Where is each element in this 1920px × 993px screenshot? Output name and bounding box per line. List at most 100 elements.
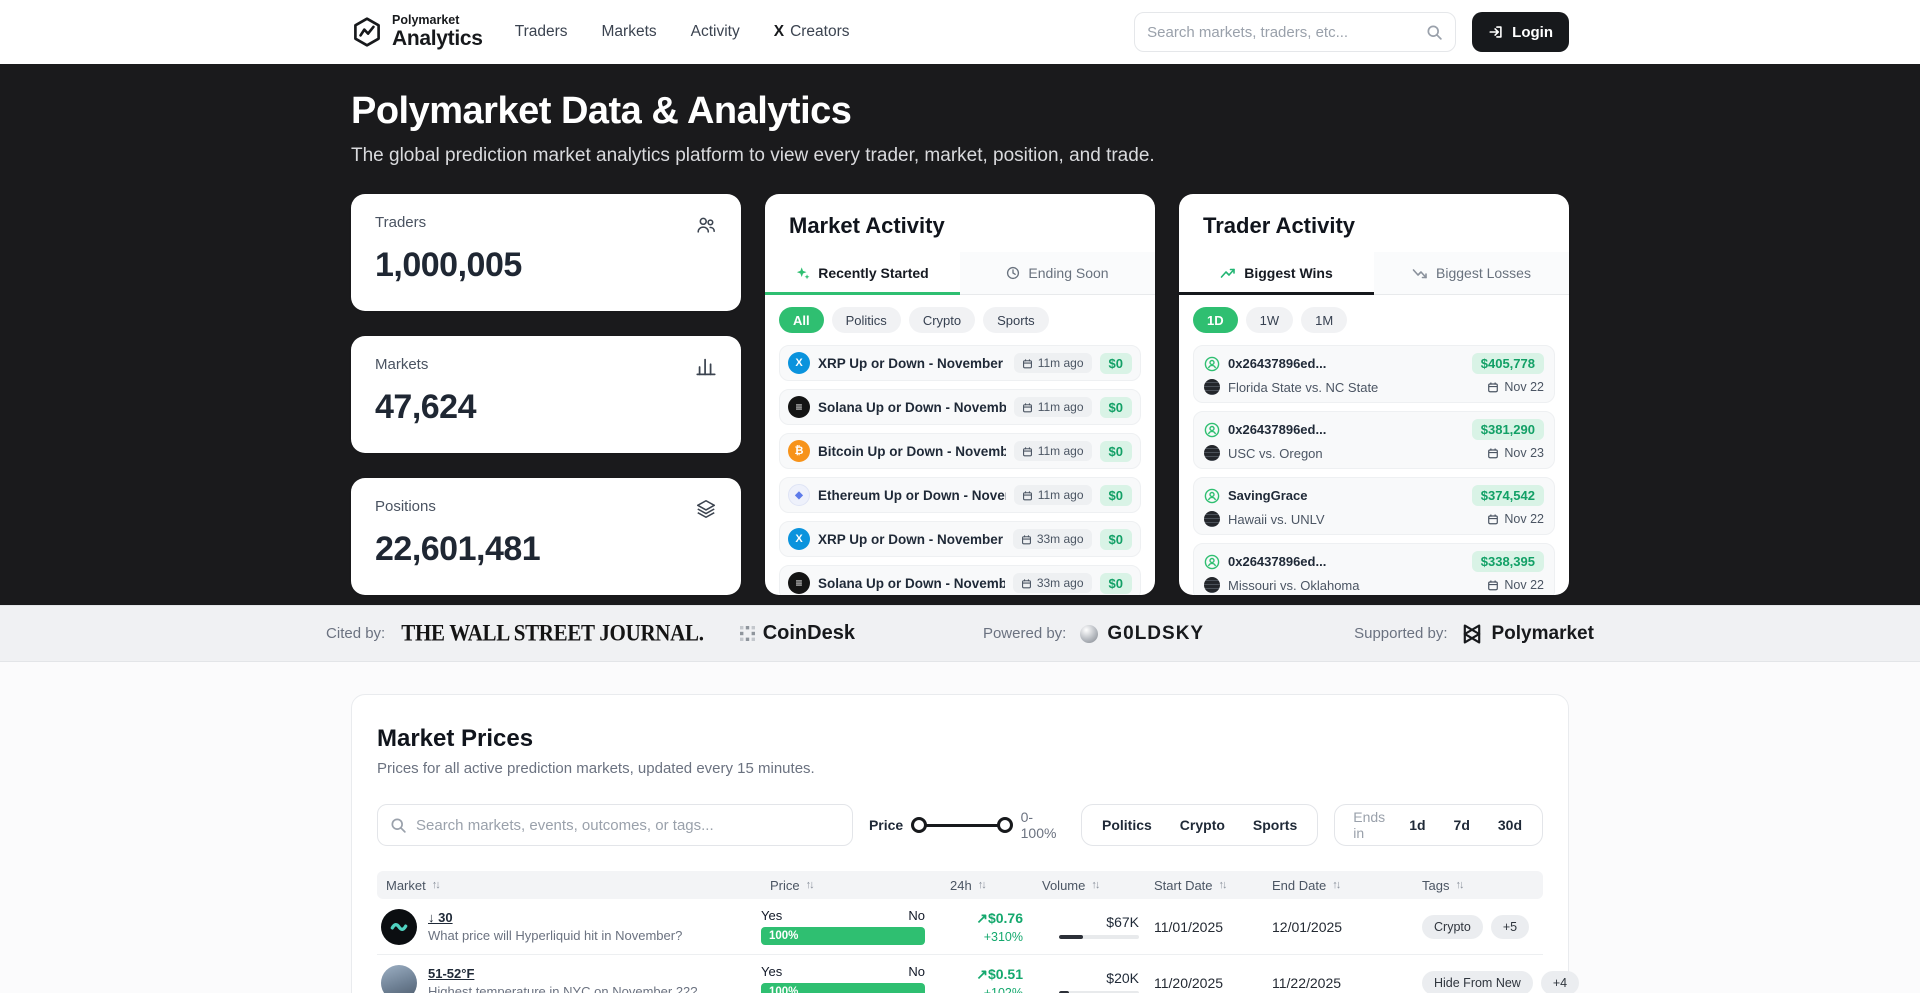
- tag-pill[interactable]: Crypto: [1422, 914, 1483, 939]
- category-button-sports[interactable]: Sports: [1239, 805, 1311, 845]
- market-list-item[interactable]: X XRP Up or Down - November 24,... 11m a…: [779, 345, 1141, 381]
- price-filter-label: Price: [868, 817, 904, 833]
- table-row[interactable]: 51-52°F Highest temperature in NYC on No…: [377, 955, 1580, 993]
- solana-icon: ≡: [788, 396, 810, 418]
- stat-value-traders: 1,000,005: [375, 246, 522, 284]
- market-prices-title: Market Prices: [377, 725, 534, 752]
- period-chip-1d[interactable]: 1D: [1193, 307, 1238, 333]
- goldsky-logo: G0LDSKY: [1080, 623, 1204, 645]
- stat-card-traders[interactable]: Traders 1,000,005: [351, 194, 741, 311]
- header-search-input[interactable]: [1147, 23, 1427, 41]
- market-list-item[interactable]: ₿ Bitcoin Up or Down - November 24,... 1…: [779, 433, 1141, 469]
- ends-in-button-7d[interactable]: 7d: [1440, 805, 1484, 845]
- trader-avatar-icon: [1204, 488, 1220, 503]
- tag-pill[interactable]: Hide From New: [1422, 970, 1533, 993]
- filter-chip-politics[interactable]: Politics: [831, 307, 901, 333]
- filter-chip-sports[interactable]: Sports: [983, 307, 1049, 333]
- xrp-icon: X: [788, 352, 810, 374]
- tag-pill-more[interactable]: +4: [1540, 970, 1580, 993]
- page-title: Polymarket Data & Analytics: [351, 90, 852, 132]
- solana-icon: ≡: [788, 572, 810, 594]
- volume-value: $67K: [1106, 914, 1139, 930]
- hyperliquid-market-icon: [381, 908, 417, 945]
- trader-activity-card: Trader Activity Biggest Wins Biggest Los…: [1179, 194, 1569, 595]
- stat-label: Positions: [375, 498, 436, 515]
- sort-icon: ↑↓: [805, 879, 815, 891]
- nav-item-creators[interactable]: X Creators: [773, 23, 850, 40]
- slider-handle-min[interactable]: [911, 817, 928, 833]
- nav-item-markets[interactable]: Markets: [601, 23, 657, 40]
- trader-list-item[interactable]: SavingGrace $374,542 Hawaii vs. UNLV Nov…: [1193, 477, 1555, 535]
- column-header-tags[interactable]: Tags ↑↓: [1422, 877, 1464, 893]
- market-list-item[interactable]: ◆ Ethereum Up or Down - November 2... 11…: [779, 477, 1141, 513]
- calendar-icon: [1021, 578, 1031, 588]
- market-outcome-link[interactable]: 51-52°F: [428, 966, 475, 981]
- column-header-start-date[interactable]: Start Date ↑↓: [1154, 877, 1228, 893]
- period-chip-1m[interactable]: 1M: [1301, 307, 1348, 333]
- trader-list-item[interactable]: 0x26437896ed... $381,290 USC vs. Oregon …: [1193, 411, 1555, 469]
- ends-in-button-1d[interactable]: 1d: [1395, 805, 1439, 845]
- market-value-badge: $0: [1099, 528, 1132, 550]
- tag-pill-more[interactable]: +5: [1490, 914, 1530, 939]
- login-button[interactable]: Login: [1472, 12, 1569, 52]
- market-list-item[interactable]: ≡ Solana Up or Down - November 24,... 11…: [779, 389, 1141, 425]
- supported-by-label: Supported by:: [1354, 625, 1448, 642]
- period-chip-1w[interactable]: 1W: [1245, 307, 1294, 333]
- market-outcome-link[interactable]: ↓ 30: [428, 910, 453, 925]
- tab-ending-soon[interactable]: Ending Soon: [960, 252, 1155, 294]
- nav-item-traders[interactable]: Traders: [514, 23, 568, 40]
- start-date: 11/01/2025: [1154, 918, 1224, 935]
- trend-up-icon: ↗: [976, 909, 988, 926]
- coindesk-icon: [739, 626, 755, 641]
- filter-chip-all[interactable]: All: [779, 307, 824, 333]
- market-list-item[interactable]: X XRP Up or Down - November 24,... 33m a…: [779, 521, 1141, 557]
- tab-biggest-losses[interactable]: Biggest Losses: [1374, 252, 1569, 294]
- market-prices-card: Market Prices Prices for all active pred…: [351, 694, 1580, 993]
- column-header-market[interactable]: Market ↑↓: [386, 877, 441, 893]
- stat-card-markets[interactable]: Markets 47,624: [351, 336, 741, 453]
- sort-icon: ↑↓: [1455, 879, 1464, 891]
- polymarket-icon: [1463, 624, 1480, 643]
- column-header-24h[interactable]: 24h ↑↓: [950, 877, 987, 893]
- market-prices-table: Market ↑↓ Price ↑↓ 24h ↑↓ Volume ↑↓ Start Da…: [377, 871, 1580, 993]
- change-24h: +102%: [983, 985, 1023, 993]
- sparkles-icon: [797, 267, 810, 280]
- tab-biggest-wins[interactable]: Biggest Wins: [1179, 252, 1374, 295]
- trader-list-item[interactable]: 0x26437896ed... $338,395 Missouri vs. Ok…: [1193, 543, 1555, 595]
- price-range-slider: [911, 817, 1013, 833]
- trend-up-icon: [1220, 268, 1236, 278]
- column-header-volume[interactable]: Volume ↑↓: [1042, 877, 1100, 893]
- calendar-icon: [1022, 490, 1032, 500]
- login-label: Login: [1512, 23, 1553, 41]
- slider-track: [913, 823, 1011, 827]
- trader-avatar-icon: [1204, 554, 1220, 569]
- trend-up-icon: ↗: [976, 965, 988, 982]
- market-list-item[interactable]: ≡ Solana Up or Down - November 24,... 33…: [779, 565, 1141, 595]
- stat-value-markets: 47,624: [375, 388, 477, 426]
- stat-card-positions[interactable]: Positions 22,601,481: [351, 478, 741, 595]
- market-avatar: [1204, 577, 1220, 593]
- app-header: Polymarket Analytics Traders Markets Act…: [0, 0, 1920, 64]
- market-search-input[interactable]: [416, 816, 840, 834]
- endorsement-bar: Cited by: THE WALL STREET JOURNAL. CoinD…: [0, 605, 1920, 662]
- tab-recently-started[interactable]: Recently Started: [765, 252, 960, 295]
- category-button-politics[interactable]: Politics: [1088, 805, 1166, 845]
- filter-chip-crypto[interactable]: Crypto: [908, 307, 976, 333]
- trader-list-item[interactable]: 0x26437896ed... $405,778 Florida State v…: [1193, 345, 1555, 403]
- category-button-crypto[interactable]: Crypto: [1166, 805, 1239, 845]
- app-logo[interactable]: Polymarket Analytics: [351, 14, 483, 49]
- ends-in-button-30d[interactable]: 30d: [1484, 805, 1536, 845]
- table-row[interactable]: ↓ 30 What price will Hyperliquid hit in …: [377, 899, 1543, 955]
- search-icon: [391, 817, 406, 833]
- nav-item-activity[interactable]: Activity: [690, 23, 740, 40]
- market-question: Highest temperature in NYC on November 2…: [428, 984, 698, 993]
- column-header-end-date[interactable]: End Date ↑↓: [1272, 877, 1341, 893]
- login-icon: [1489, 26, 1502, 38]
- sort-icon: ↑↓: [1218, 879, 1228, 891]
- yes-probability-bar: 100%: [761, 927, 925, 945]
- slider-handle-max[interactable]: [996, 817, 1013, 833]
- price-range-value: 0-100%: [1020, 809, 1057, 841]
- page-subtitle: The global prediction market analytics p…: [351, 145, 1155, 166]
- bar-chart-icon: [696, 358, 716, 376]
- column-header-price[interactable]: Price ↑↓: [770, 877, 815, 893]
